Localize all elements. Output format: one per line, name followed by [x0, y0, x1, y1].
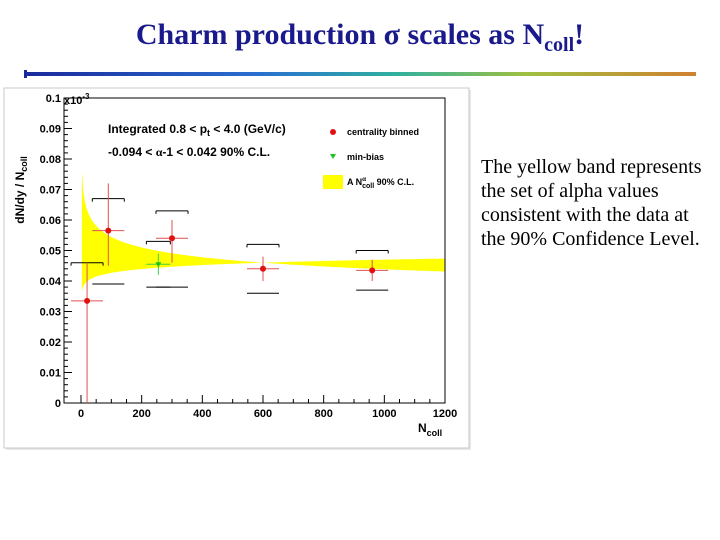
y-tick-label: 0.09 [40, 124, 61, 136]
data-point-centrality [84, 297, 91, 304]
y-axis-label: dN/dy / Ncoll [13, 156, 29, 224]
x-tick-label: 400 [193, 408, 211, 420]
y-tick-label: 0.02 [40, 337, 61, 349]
x-axis-label: Ncoll [418, 421, 442, 438]
y-tick-label: 0 [55, 398, 61, 410]
legend-label-centrality: centrality binned [347, 127, 419, 137]
data-point-centrality [105, 227, 112, 234]
x-tick-label: 1200 [433, 408, 457, 420]
legend-label-band: A Nα coll 90% C.L. [347, 175, 414, 190]
annotation-line1: Integrated 0.8 < pt < 4.0 (GeV/c) [108, 122, 286, 138]
data-point-centrality [169, 235, 175, 242]
title-end: ! [574, 18, 585, 51]
y-tick-label: 0.07 [40, 185, 61, 197]
y-tick-label: 0.04 [40, 276, 62, 288]
y-tick-label: 0.03 [40, 307, 61, 319]
title-sigma: σ [383, 18, 400, 51]
title-main: Charm production [135, 18, 384, 51]
x-tick-label: 600 [254, 408, 272, 420]
y-tick-label: 0.08 [40, 154, 61, 166]
y-tick-label: 0.06 [40, 215, 61, 227]
data-point-centrality [260, 265, 266, 272]
legend-marker-minbias [330, 154, 336, 159]
x-tick-label: 800 [314, 408, 332, 420]
slide-title: Charm production σ scales as Ncoll! [0, 18, 720, 57]
annotation-line2: -0.094 < α-1 < 0.042 90% C.L. [108, 145, 270, 159]
legend-marker-band [323, 175, 343, 189]
legend: centrality binned min-bias A Nα coll 90% … [310, 112, 443, 198]
y-tick-label: 0.01 [40, 368, 61, 380]
y-multiplier: x10-3 [64, 92, 90, 107]
title-mid: scales as N [399, 18, 545, 51]
title-sub: coll [544, 34, 575, 56]
points-layer [70, 183, 389, 404]
y-tick-label: 0.1 [46, 93, 61, 105]
axes-layer: 0 200 400 600 800 1000 1200 0 0.01 0.02 0.03 0.04 0.… [40, 93, 458, 420]
data-point-minbias [155, 262, 162, 268]
side-note: The yellow band represents the set of al… [481, 156, 702, 250]
x-tick-label: 1000 [372, 408, 396, 420]
confidence-band [81, 172, 445, 291]
title-rule [24, 72, 696, 76]
data-point-centrality [369, 267, 376, 274]
x-tick-label: 200 [132, 408, 150, 420]
legend-marker-centrality [330, 129, 336, 135]
band-layer [81, 172, 445, 291]
legend-label-minbias: min-bias [347, 152, 384, 162]
y-tick-label: 0.05 [40, 246, 61, 258]
x-tick-label: 0 [78, 408, 84, 420]
